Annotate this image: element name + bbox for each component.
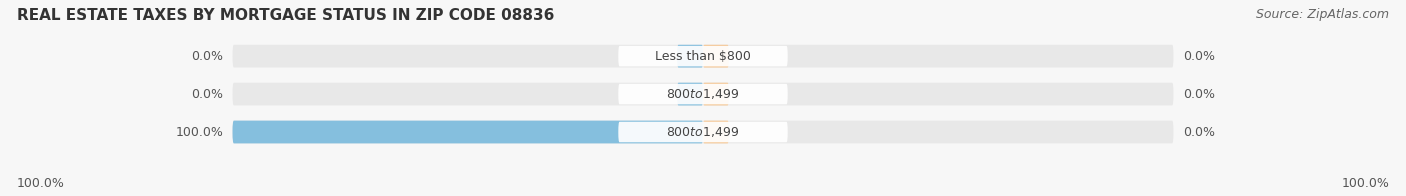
Text: 100.0%: 100.0% <box>176 125 224 139</box>
Text: Source: ZipAtlas.com: Source: ZipAtlas.com <box>1256 8 1389 21</box>
Text: REAL ESTATE TAXES BY MORTGAGE STATUS IN ZIP CODE 08836: REAL ESTATE TAXES BY MORTGAGE STATUS IN … <box>17 8 554 23</box>
FancyBboxPatch shape <box>703 121 728 143</box>
FancyBboxPatch shape <box>678 83 703 105</box>
Text: 0.0%: 0.0% <box>1182 50 1215 63</box>
Text: $800 to $1,499: $800 to $1,499 <box>666 87 740 101</box>
Text: Less than $800: Less than $800 <box>655 50 751 63</box>
FancyBboxPatch shape <box>703 83 728 105</box>
FancyBboxPatch shape <box>232 83 1174 105</box>
FancyBboxPatch shape <box>619 84 787 104</box>
Text: $800 to $1,499: $800 to $1,499 <box>666 125 740 139</box>
Text: 0.0%: 0.0% <box>191 50 224 63</box>
Text: 100.0%: 100.0% <box>17 177 65 190</box>
Text: 0.0%: 0.0% <box>1182 125 1215 139</box>
FancyBboxPatch shape <box>232 121 1174 143</box>
Text: 0.0%: 0.0% <box>1182 88 1215 101</box>
FancyBboxPatch shape <box>232 121 703 143</box>
FancyBboxPatch shape <box>619 122 787 142</box>
FancyBboxPatch shape <box>703 45 728 68</box>
FancyBboxPatch shape <box>232 45 1174 68</box>
FancyBboxPatch shape <box>619 46 787 66</box>
FancyBboxPatch shape <box>678 45 703 68</box>
Text: 100.0%: 100.0% <box>1341 177 1389 190</box>
Text: 0.0%: 0.0% <box>191 88 224 101</box>
